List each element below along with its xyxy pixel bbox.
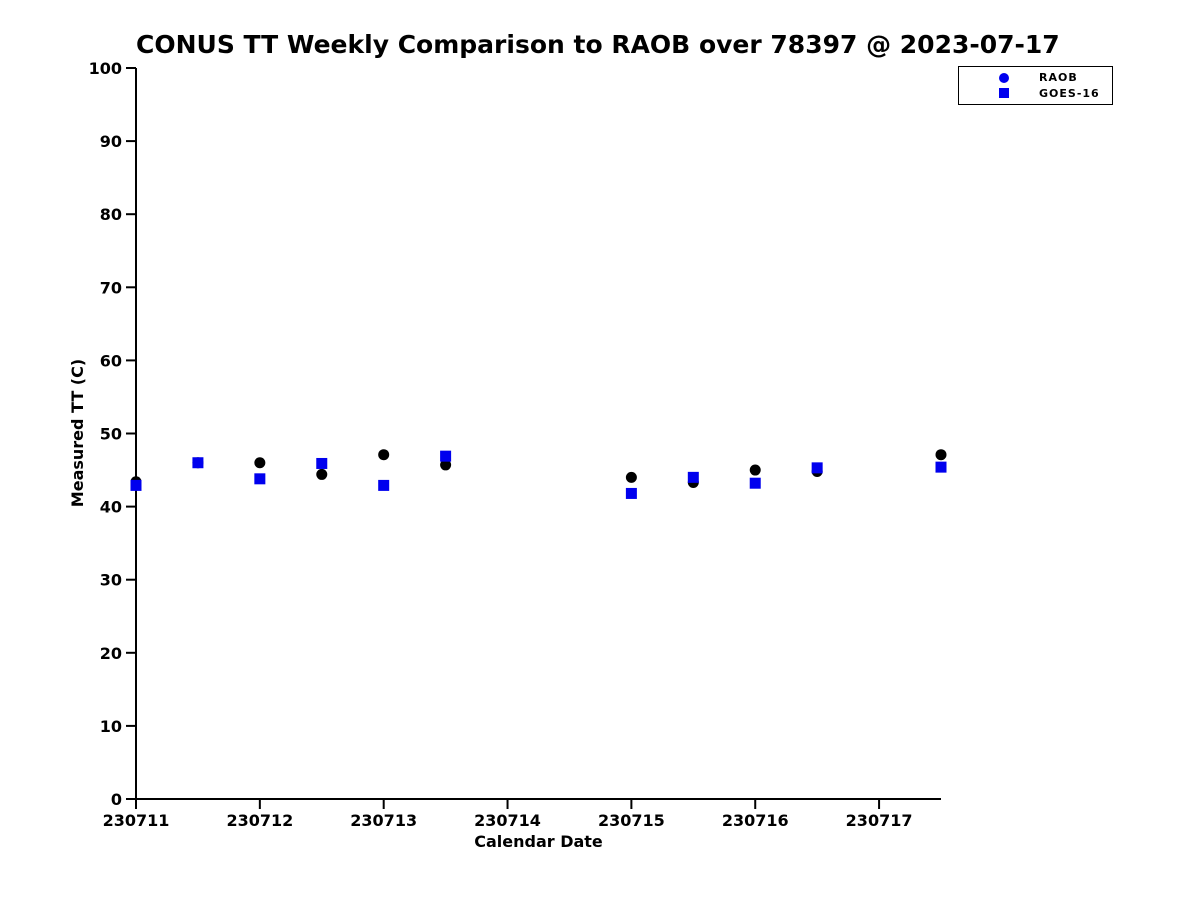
legend-item-raob: RAOB: [959, 71, 1112, 84]
y-tick-label: 10: [100, 717, 122, 736]
goes-16-point: [192, 457, 204, 469]
raob-point: [625, 471, 637, 483]
y-tick-label: 100: [89, 59, 122, 78]
goes-16-point: [254, 473, 266, 485]
y-axis-label: Measured TT (C): [68, 358, 87, 508]
x-axis-label: Calendar Date: [474, 832, 603, 851]
y-tick-label: 80: [100, 205, 122, 224]
y-tick-label: 40: [100, 498, 122, 517]
raob-legend-marker-icon: [999, 72, 1009, 83]
x-tick-label: 230716: [722, 811, 789, 830]
y-tick-label: 20: [100, 644, 122, 663]
y-tick-label: 0: [111, 790, 122, 809]
raob-point: [378, 449, 390, 461]
goes-16-point: [378, 479, 390, 491]
x-tick-label: 230713: [350, 811, 417, 830]
x-tick-label: 230711: [103, 811, 170, 830]
legend-label-goes16: GOES-16: [1039, 86, 1100, 100]
goes16-legend-marker-icon: [999, 88, 1009, 99]
x-tick-label: 230712: [226, 811, 293, 830]
legend-item-goes16: GOES-16: [959, 87, 1112, 100]
y-tick-label: 50: [100, 425, 122, 444]
legend-label-raob: RAOB: [1039, 71, 1078, 85]
goes-16-point: [130, 479, 142, 491]
legend: RAOB GOES-16: [958, 66, 1113, 105]
y-tick-label: 90: [100, 132, 122, 151]
goes-16-point: [687, 471, 699, 483]
goes-16-point: [935, 461, 947, 473]
raob-point: [749, 464, 761, 476]
y-tick-label: 60: [100, 351, 122, 370]
goes-16-point: [811, 462, 823, 474]
goes-16-point: [749, 477, 761, 489]
raob-point: [935, 449, 947, 461]
raob-point: [440, 459, 452, 471]
raob-point: [254, 457, 266, 469]
chart-title: CONUS TT Weekly Comparison to RAOB over …: [136, 30, 1060, 59]
y-tick-label: 70: [100, 278, 122, 297]
raob-point: [316, 468, 328, 480]
goes-16-point: [625, 487, 637, 499]
goes-16-point: [440, 450, 452, 462]
x-tick-label: 230714: [474, 811, 541, 830]
x-tick-label: 230715: [598, 811, 665, 830]
goes-16-point: [316, 457, 328, 469]
y-tick-label: 30: [100, 571, 122, 590]
x-tick-label: 230717: [846, 811, 913, 830]
